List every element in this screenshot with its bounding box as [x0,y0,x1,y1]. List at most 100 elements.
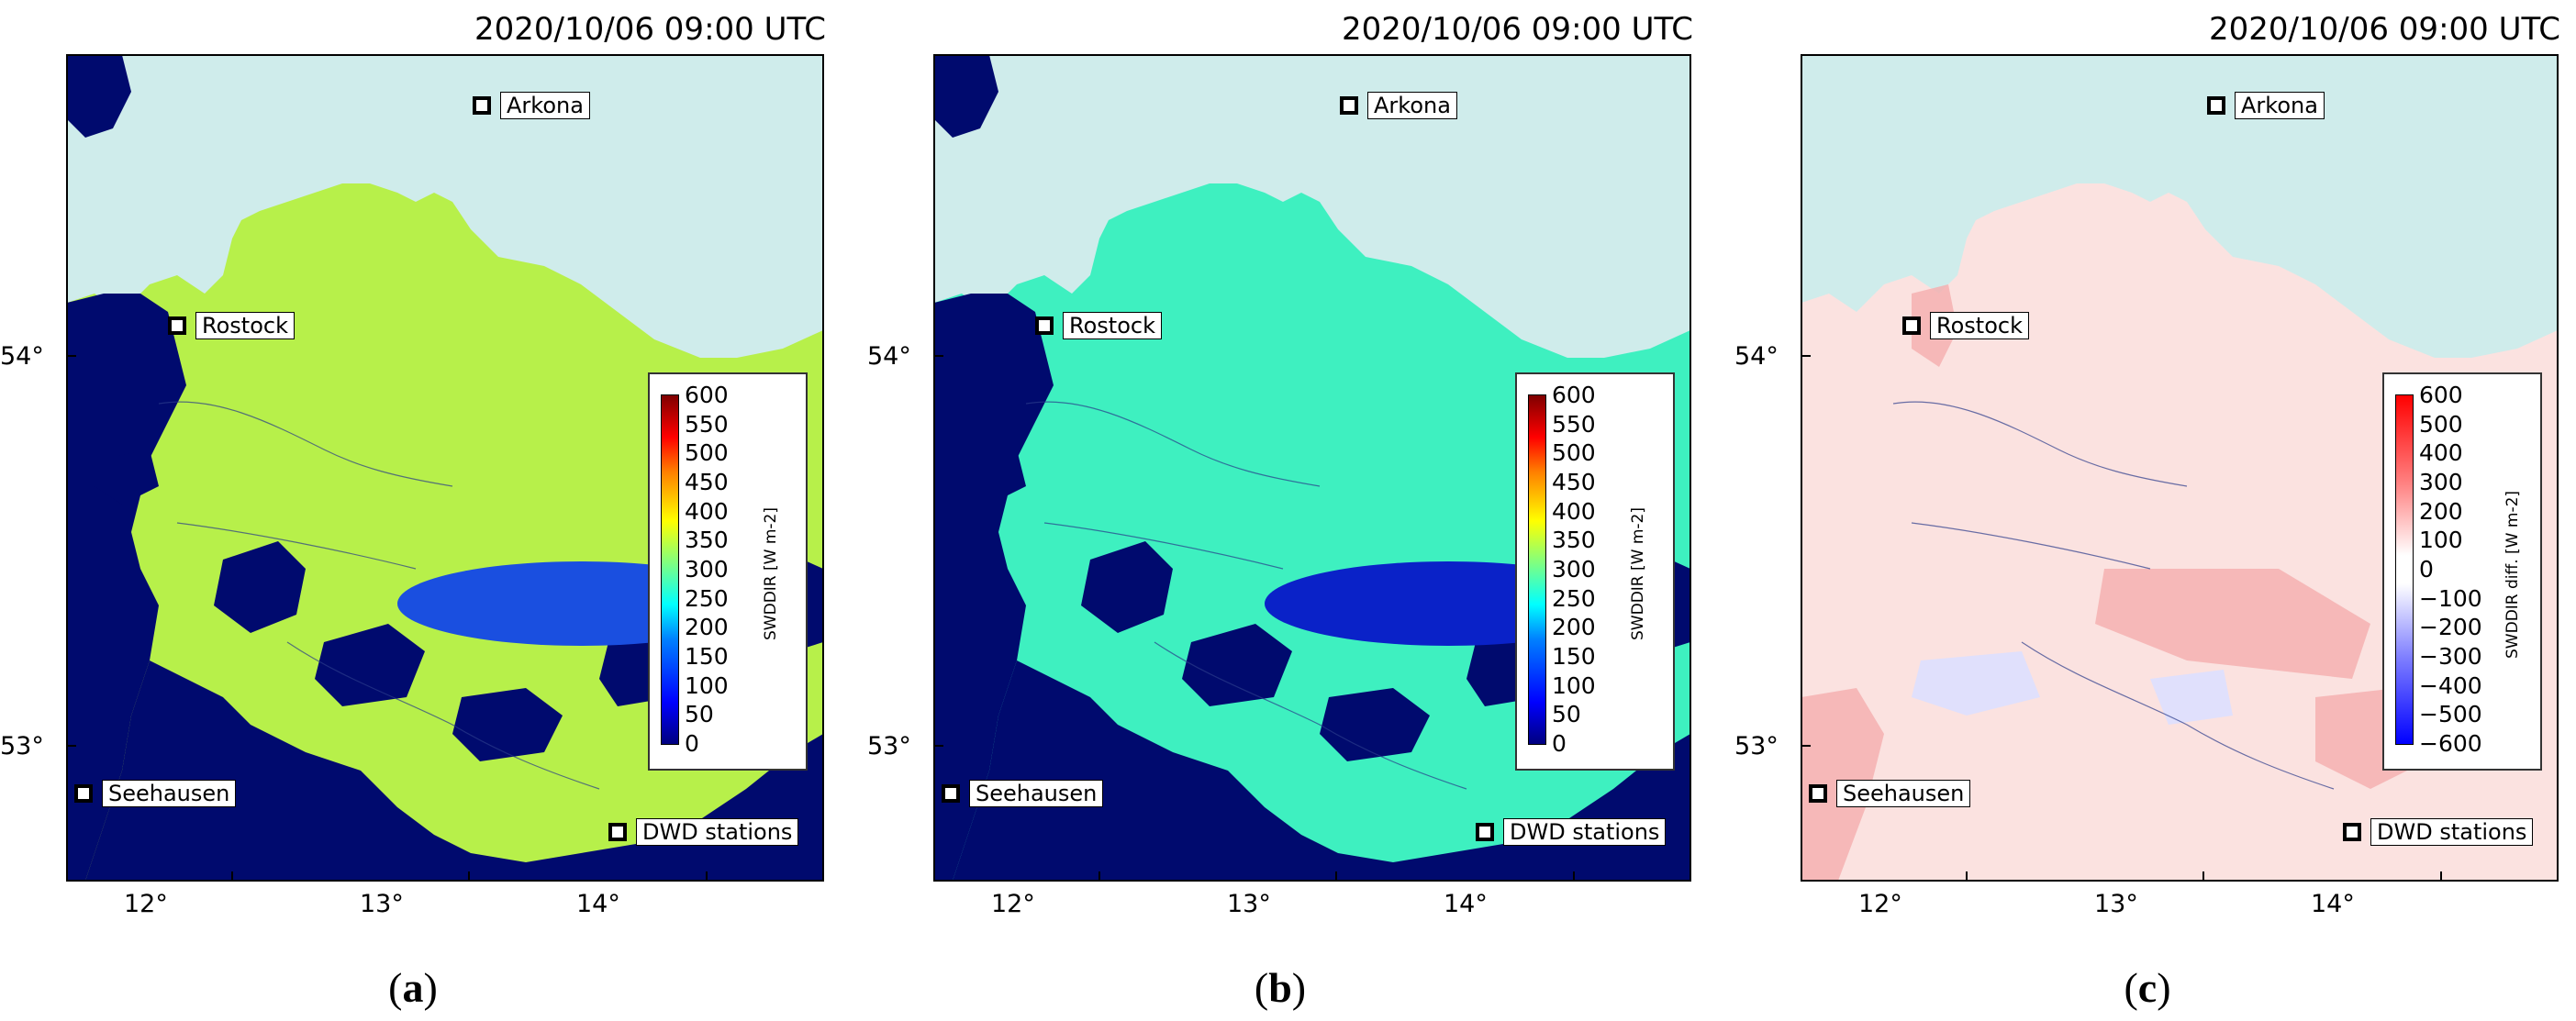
colorbar-tick-label: 350 [685,527,729,554]
station-label: Rostock [1930,312,2029,339]
station-label: Rostock [1063,312,1162,339]
station-marker-icon [1476,823,1494,841]
low-radiation-patch [1320,688,1430,761]
low-radiation-patch [95,449,159,505]
map-frame: Arkona Rostock Seehausen DWD stations 600 550… [66,54,824,882]
lat-label-54: 54° [0,342,44,371]
colorbar-tick-label: 0 [685,730,699,757]
low-radiation-patch [214,541,306,633]
negative-diff-patch [1912,651,2040,716]
admin-border [2021,641,2335,790]
station-label: Arkona [500,92,590,119]
legend-label: DWD stations [1503,818,1667,846]
colorbar-tick-label: 300 [685,556,729,583]
caption: (c) [2124,964,2171,1011]
colorbar-tick-label: 600 [2419,382,2463,408]
colorbar-tick-label: 550 [1552,410,1596,438]
colorbar-tick-label: 400 [685,497,729,525]
colorbar-box: 600 550 500 450 400 350 300 250 200 150 100 50 0 SWDD… [1515,372,1675,771]
lat-label-53: 53° [1734,732,1779,760]
colorbar-tick-label: 450 [685,469,729,495]
colorbar-tick-label: 450 [1552,469,1596,495]
panel-a: 2020/10/06 09:00 UTC Arkona Rostock Seehau… [0,0,826,1021]
station-label: Seehausen [969,780,1104,807]
timestamp: 2020/10/06 09:00 UTC [1342,11,1693,48]
low-radiation-south [67,660,823,881]
admin-border [1025,401,1321,487]
lat-label-54: 54° [867,342,911,371]
caption-letter: a [402,964,424,1011]
negative-diff-patch [2150,670,2233,725]
station-seehausen: Seehausen [1809,780,1971,807]
colorbar-box: 600 500 400 300 200 100 0 −100 −200 −300 −400 −500−… [2382,372,2542,771]
colorbar-tick-label: 0 [2419,556,2434,583]
colorbar-tick-label: 500 [685,439,729,467]
station-marker-icon [1809,784,1827,803]
station-rostock: Rostock [168,312,295,339]
baltic-sea [67,55,823,358]
station-label: Arkona [1367,92,1457,119]
colorbar-tick-label: 50 [1552,701,1581,728]
lon-label-13: 13° [1227,890,1271,918]
colorbar-tick-label: −100 [2419,584,2482,612]
station-marker-icon [1902,316,1921,335]
lon-label-13: 13° [2094,890,2138,918]
lon-label-12: 12° [1858,890,1902,918]
admin-border [1043,522,1284,570]
colorbar-tick-label: 0 [1552,730,1567,757]
station-marker-icon [1340,96,1358,115]
station-label: Rostock [195,312,295,339]
lon-label-14: 14° [2311,890,2355,918]
colorbar-tick-label: 100 [1552,671,1596,699]
colorbar-tick-label: 600 [1552,382,1596,408]
station-label: Arkona [2235,92,2325,119]
low-radiation-patch [1182,624,1292,706]
admin-border [1892,401,2188,487]
colorbar-tick-label: 550 [685,410,729,438]
admin-border [1911,522,2151,570]
admin-border [176,522,417,570]
station-rostock: Rostock [1035,312,1162,339]
dwd-stations-legend: DWD stations [2343,818,2534,846]
colorbar-gradient [1528,394,1546,745]
dwd-stations-legend: DWD stations [1476,818,1667,846]
colorbar-title: SWDDIR [W m-2] [762,507,780,640]
colorbar-tick-label: 350 [1552,527,1596,554]
timestamp: 2020/10/06 09:00 UTC [2209,11,2560,48]
colorbar-tick-label: −200 [2419,614,2482,641]
station-label: Seehausen [1836,780,1971,807]
colorbar-tick-label: 300 [1552,556,1596,583]
admin-border [158,401,453,487]
station-marker-icon [473,96,491,115]
colorbar-gradient [661,394,679,745]
lat-label-53: 53° [0,732,44,760]
map-border [933,54,1691,882]
colorbar-tick-label: 400 [1552,497,1596,525]
panel-c: 2020/10/06 09:00 UTC Arkona Rostock Seehau… [1734,0,2560,1021]
station-marker-icon [2207,96,2225,115]
legend-label: DWD stations [636,818,799,846]
colorbar-tick-label: −400 [2419,671,2482,699]
station-marker-icon [1035,316,1054,335]
positive-diff-patch [2095,569,2370,679]
lon-label-14: 14° [1444,890,1488,918]
station-arkona: Arkona [473,92,590,119]
caption: (b) [1254,964,1307,1011]
low-radiation-corner [934,55,998,138]
colorbar-tick-label: 50 [685,701,714,728]
station-arkona: Arkona [2207,92,2325,119]
colorbar-gradient [2395,394,2414,745]
low-radiation-patch [962,449,1026,505]
low-radiation-corner [67,55,131,138]
colorbar-title: SWDDIR [W m-2] [1629,507,1647,640]
colorbar-tick-label: 250 [1552,584,1596,612]
station-marker-icon [168,316,186,335]
colorbar-tick-label: 400 [2419,439,2463,467]
colorbar-tick-label: 600 [685,382,729,408]
station-seehausen: Seehausen [74,780,237,807]
caption-letter: b [1268,964,1292,1011]
map-canvas [933,54,1691,882]
admin-border [1154,641,1467,790]
caption: (a) [388,964,438,1011]
caption-letter: c [2137,964,2158,1011]
